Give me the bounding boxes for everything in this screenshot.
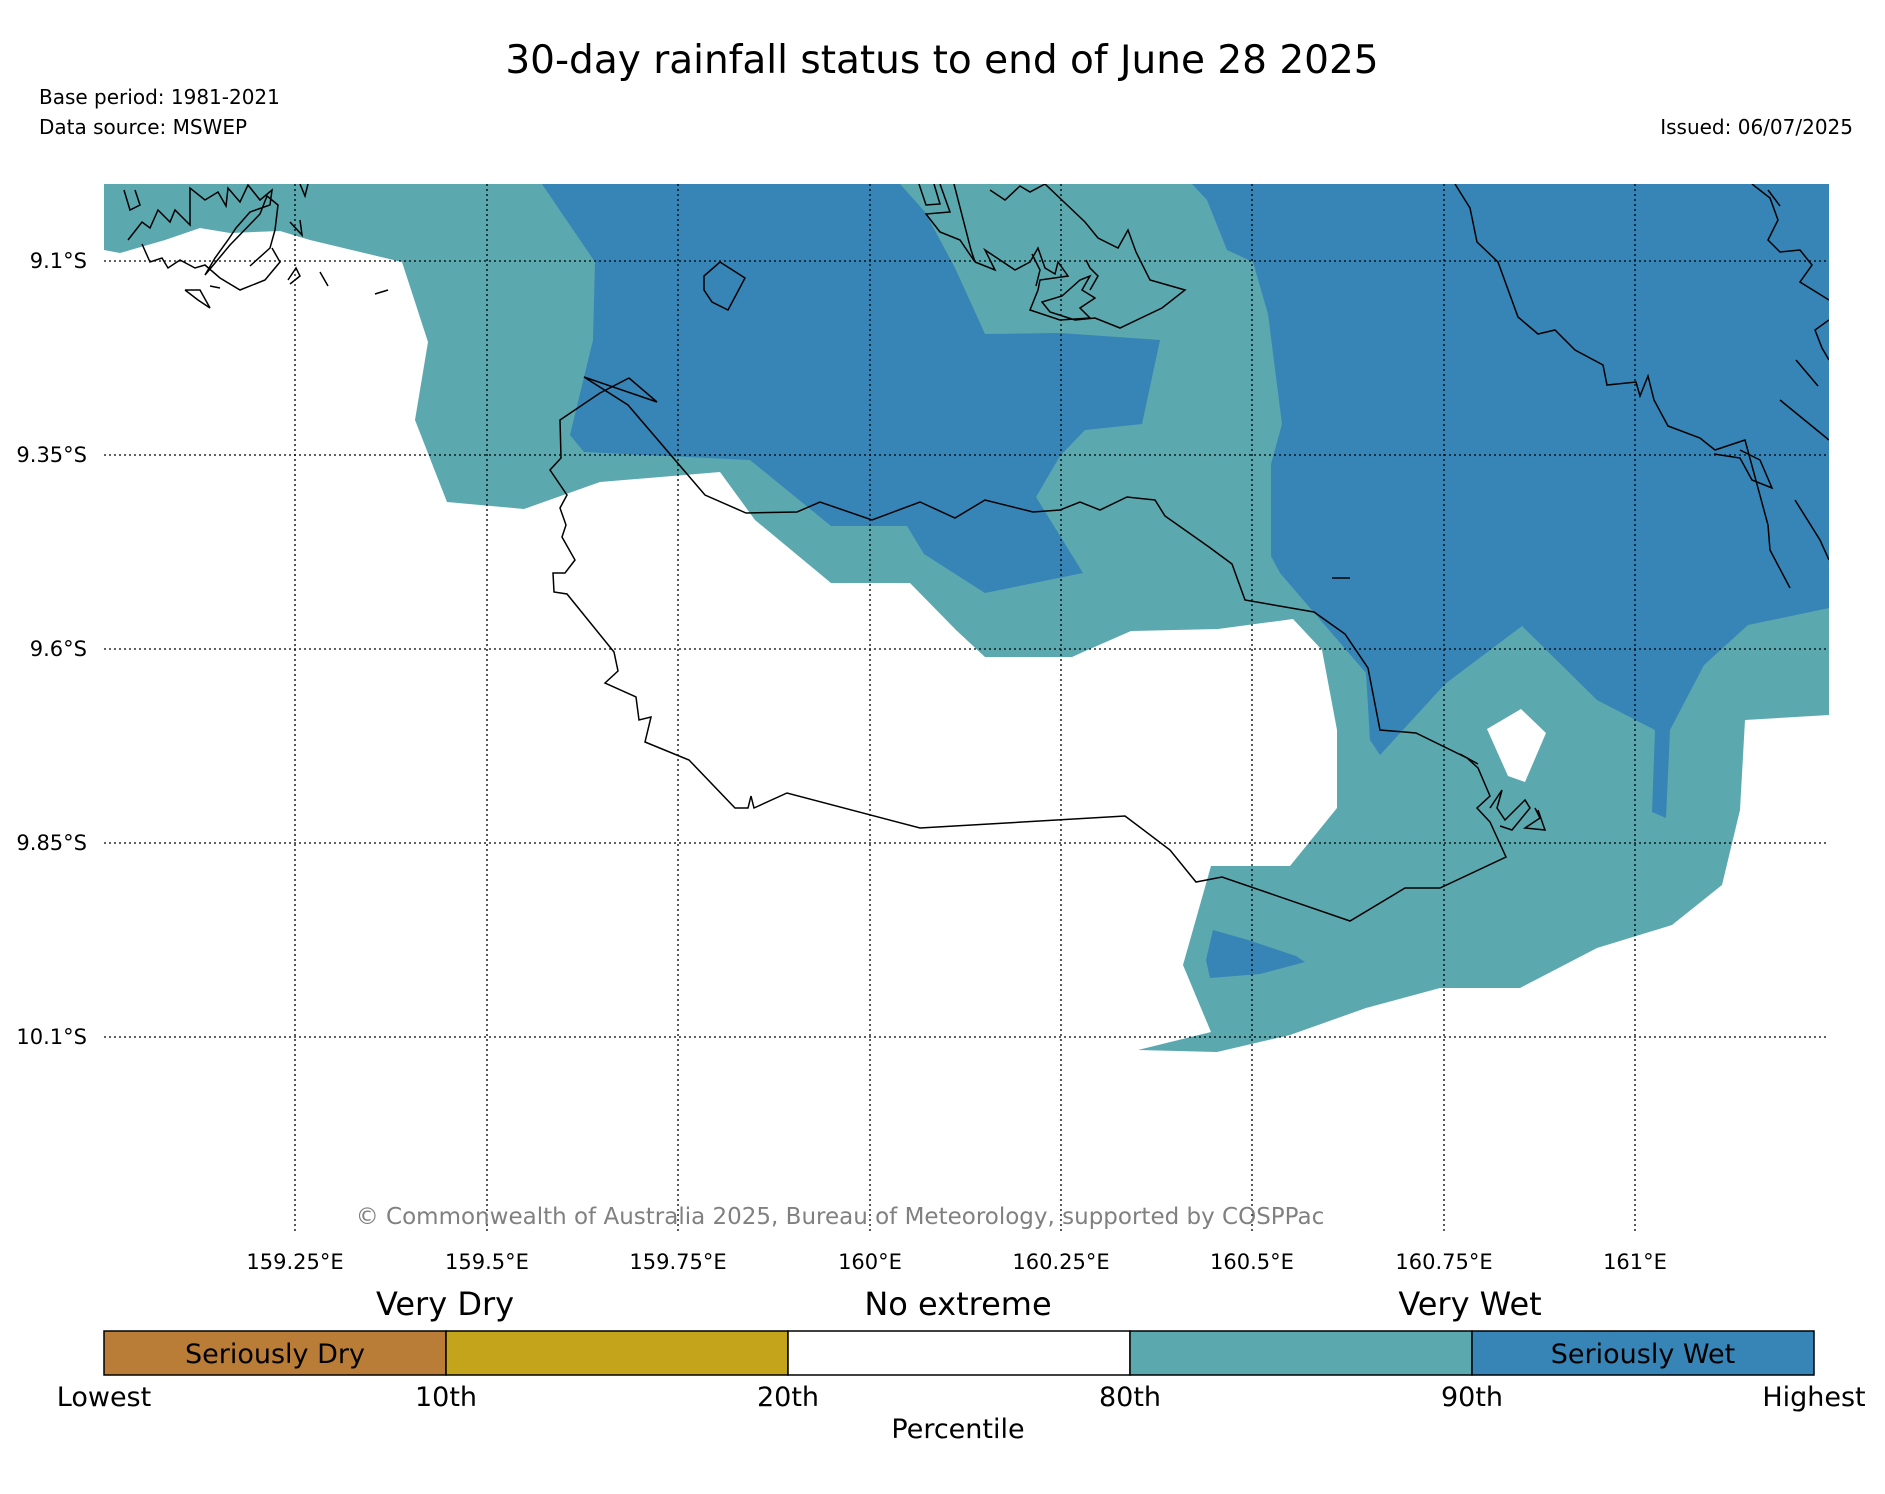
coastlines bbox=[123, 184, 1829, 922]
lon-label: 160°E bbox=[838, 1250, 902, 1274]
lon-label: 159.75°E bbox=[629, 1250, 726, 1274]
legend-box-no-extreme bbox=[787, 1330, 1131, 1376]
longitude-labels: 159.25°E 159.5°E 159.75°E 160°E 160.25°E… bbox=[246, 1250, 1667, 1274]
legend: Very Dry No extreme Very Wet Seriously D… bbox=[57, 1285, 1866, 1445]
legend-box-label: Seriously Wet bbox=[1551, 1339, 1735, 1370]
copyright-note: © Commonwealth of Australia 2025, Bureau… bbox=[356, 1204, 1325, 1230]
map-title: 30-day rainfall status to end of June 28… bbox=[505, 38, 1378, 83]
lat-label: 9.6°S bbox=[30, 637, 87, 661]
lat-label: 9.35°S bbox=[16, 443, 87, 467]
lon-label: 160.5°E bbox=[1210, 1250, 1294, 1274]
issued-date: Issued: 06/07/2025 bbox=[1660, 115, 1853, 139]
legend-axis-label: Percentile bbox=[891, 1414, 1024, 1445]
legend-box-seriously-dry bbox=[103, 1330, 447, 1376]
legend-tick: 10th bbox=[415, 1382, 477, 1413]
seriously-wet-region bbox=[542, 184, 1160, 593]
legend-group-very-wet: Very Wet bbox=[1398, 1285, 1541, 1323]
legend-tick: 20th bbox=[757, 1382, 819, 1413]
legend-tick: Highest bbox=[1762, 1382, 1865, 1413]
seriously-wet-region-east bbox=[1192, 184, 1829, 818]
data-source-note: Data source: MSWEP bbox=[39, 115, 247, 139]
lon-label: 159.5°E bbox=[445, 1250, 529, 1274]
seriously-wet-patch-south bbox=[1206, 930, 1305, 978]
lon-label: 161°E bbox=[1603, 1250, 1667, 1274]
lon-label: 160.25°E bbox=[1012, 1250, 1109, 1274]
legend-box-seriously-wet bbox=[1471, 1330, 1815, 1376]
legend-tick: Lowest bbox=[57, 1382, 151, 1413]
latitude-labels: 9.1°S 9.35°S 9.6°S 9.85°S 10.1°S bbox=[16, 249, 87, 1049]
map-area bbox=[104, 184, 1829, 1234]
legend-box-label: Seriously Dry bbox=[185, 1339, 365, 1370]
lat-label: 9.85°S bbox=[16, 831, 87, 855]
lon-label: 159.25°E bbox=[246, 1250, 343, 1274]
lon-label: 160.75°E bbox=[1395, 1250, 1492, 1274]
legend-group-no-extreme: No extreme bbox=[864, 1285, 1051, 1323]
graticule bbox=[104, 184, 1829, 1234]
legend-tick: 80th bbox=[1099, 1382, 1161, 1413]
lat-label: 10.1°S bbox=[16, 1025, 87, 1049]
lat-label: 9.1°S bbox=[30, 249, 87, 273]
legend-tick: 90th bbox=[1441, 1382, 1503, 1413]
no-extreme-patch bbox=[1487, 709, 1546, 782]
legend-group-very-dry: Very Dry bbox=[376, 1285, 514, 1323]
legend-box-very-wet bbox=[1129, 1330, 1473, 1376]
legend-box-very-dry bbox=[445, 1330, 789, 1376]
base-period-note: Base period: 1981-2021 bbox=[39, 85, 280, 109]
